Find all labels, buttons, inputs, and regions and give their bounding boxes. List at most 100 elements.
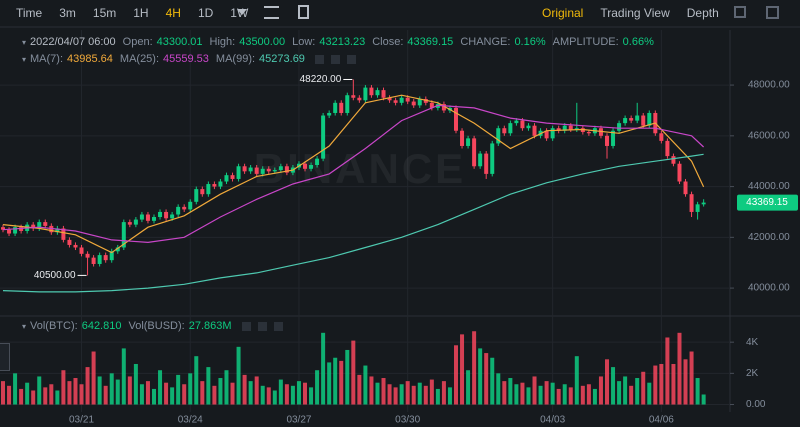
candle-body: [206, 184, 211, 195]
x-tick-label: 04/03: [540, 415, 565, 426]
volume-bar: [13, 373, 18, 405]
y-tick-label: 48000.00: [748, 80, 790, 91]
candle-body: [139, 214, 144, 220]
legend-icon[interactable]: [257, 321, 267, 331]
volume-bar: [562, 384, 567, 405]
view-button[interactable]: Trading View: [600, 6, 670, 20]
ma-line: [2, 104, 705, 244]
view-button[interactable]: Depth: [686, 6, 719, 20]
volume-bar: [375, 382, 380, 405]
candle-body: [230, 175, 235, 179]
volume-bar: [526, 387, 531, 405]
candle-body: [121, 222, 126, 248]
side-handle[interactable]: [0, 343, 10, 371]
candle-body: [212, 184, 217, 187]
candle-body: [556, 128, 561, 131]
volume-bar: [363, 365, 368, 405]
volume-legend: ▾ Vol(BTC): 642.810 Vol(BUSD): 27.863M: [22, 320, 283, 332]
legend-name: Vol(BUSD):: [128, 320, 185, 332]
candle-body: [429, 102, 434, 108]
volume-bar: [435, 388, 440, 405]
candle-body: [200, 189, 205, 195]
candle-body: [665, 140, 670, 157]
volume-bar: [296, 381, 301, 405]
interval-button[interactable]: 4H: [165, 6, 181, 20]
candle-body: [327, 112, 332, 116]
volume-bar: [109, 373, 114, 405]
view-button[interactable]: Original: [542, 6, 584, 20]
y-tick-label: 0.00: [746, 399, 766, 410]
interval-button[interactable]: 15m: [92, 6, 117, 20]
legend-icon[interactable]: [314, 54, 324, 64]
volume-bar: [206, 367, 211, 405]
candle-body: [333, 102, 338, 113]
volume-bar: [7, 385, 12, 405]
candle-body: [357, 97, 362, 101]
volume-bar: [447, 387, 452, 405]
volume-bar: [278, 379, 283, 405]
ma-value: 45273.69: [259, 53, 305, 65]
candle-body: [91, 257, 96, 264]
legend-icon[interactable]: [330, 54, 340, 64]
candle-body: [478, 153, 483, 167]
candle-body: [303, 163, 307, 169]
legend-icon[interactable]: [241, 321, 251, 331]
candle-body: [393, 100, 398, 103]
settings-icon[interactable]: [264, 6, 279, 19]
ma-line: [2, 94, 705, 254]
interval-button[interactable]: 1H: [133, 6, 149, 20]
volume-bar: [158, 370, 163, 405]
y-tick-label: 46000.00: [748, 130, 790, 141]
volume-bar: [671, 363, 676, 405]
layout-icon[interactable]: [766, 6, 779, 19]
interval-button[interactable]: 3m: [59, 6, 76, 20]
volume-bar: [272, 390, 277, 405]
candle-body: [363, 87, 368, 101]
candle-body: [611, 130, 616, 146]
volume-bar: [417, 382, 422, 405]
candle-body: [345, 95, 350, 113]
indicator-icon[interactable]: [298, 5, 309, 19]
volume-bar: [665, 337, 670, 405]
volume-bar: [429, 379, 434, 405]
volume-bar: [689, 351, 694, 405]
volume-bar: [623, 376, 628, 405]
volume-bar: [635, 378, 640, 405]
candle-body: [67, 239, 72, 245]
candle-body: [629, 118, 634, 121]
dropdown-caret[interactable]: [237, 9, 247, 15]
legend-icon[interactable]: [346, 54, 356, 64]
volume-bar: [701, 394, 706, 405]
expand-icon[interactable]: [734, 6, 746, 18]
candle-body: [182, 206, 187, 210]
x-tick-label: 03/30: [395, 415, 420, 426]
view-bar: Original Trading View Depth: [542, 0, 736, 26]
candle-body: [309, 165, 314, 169]
candle-body: [502, 128, 507, 134]
candle-body: [61, 228, 66, 240]
candle-body: [103, 255, 108, 261]
candle-body: [164, 211, 169, 219]
volume-bar: [423, 385, 428, 405]
candle-body: [399, 97, 404, 103]
volume-bar: [466, 370, 471, 405]
interval-button[interactable]: Time: [16, 6, 43, 20]
interval-button[interactable]: 1D: [197, 6, 214, 20]
volume-bar: [472, 331, 477, 405]
volume-bar: [605, 359, 609, 405]
volume-bar: [25, 382, 30, 405]
legend-icon[interactable]: [273, 321, 283, 331]
candle-body: [85, 253, 90, 258]
volume-bar: [309, 387, 314, 405]
candle-body: [97, 255, 102, 264]
volume-bar: [490, 357, 495, 405]
volume-bar: [695, 378, 700, 405]
candle-body: [152, 217, 156, 221]
candle-body: [31, 224, 36, 229]
volume-bar: [31, 390, 36, 405]
candle-body: [242, 166, 247, 172]
candle-body: [417, 99, 422, 106]
volume-bar: [544, 381, 549, 405]
candle-body: [133, 219, 138, 225]
